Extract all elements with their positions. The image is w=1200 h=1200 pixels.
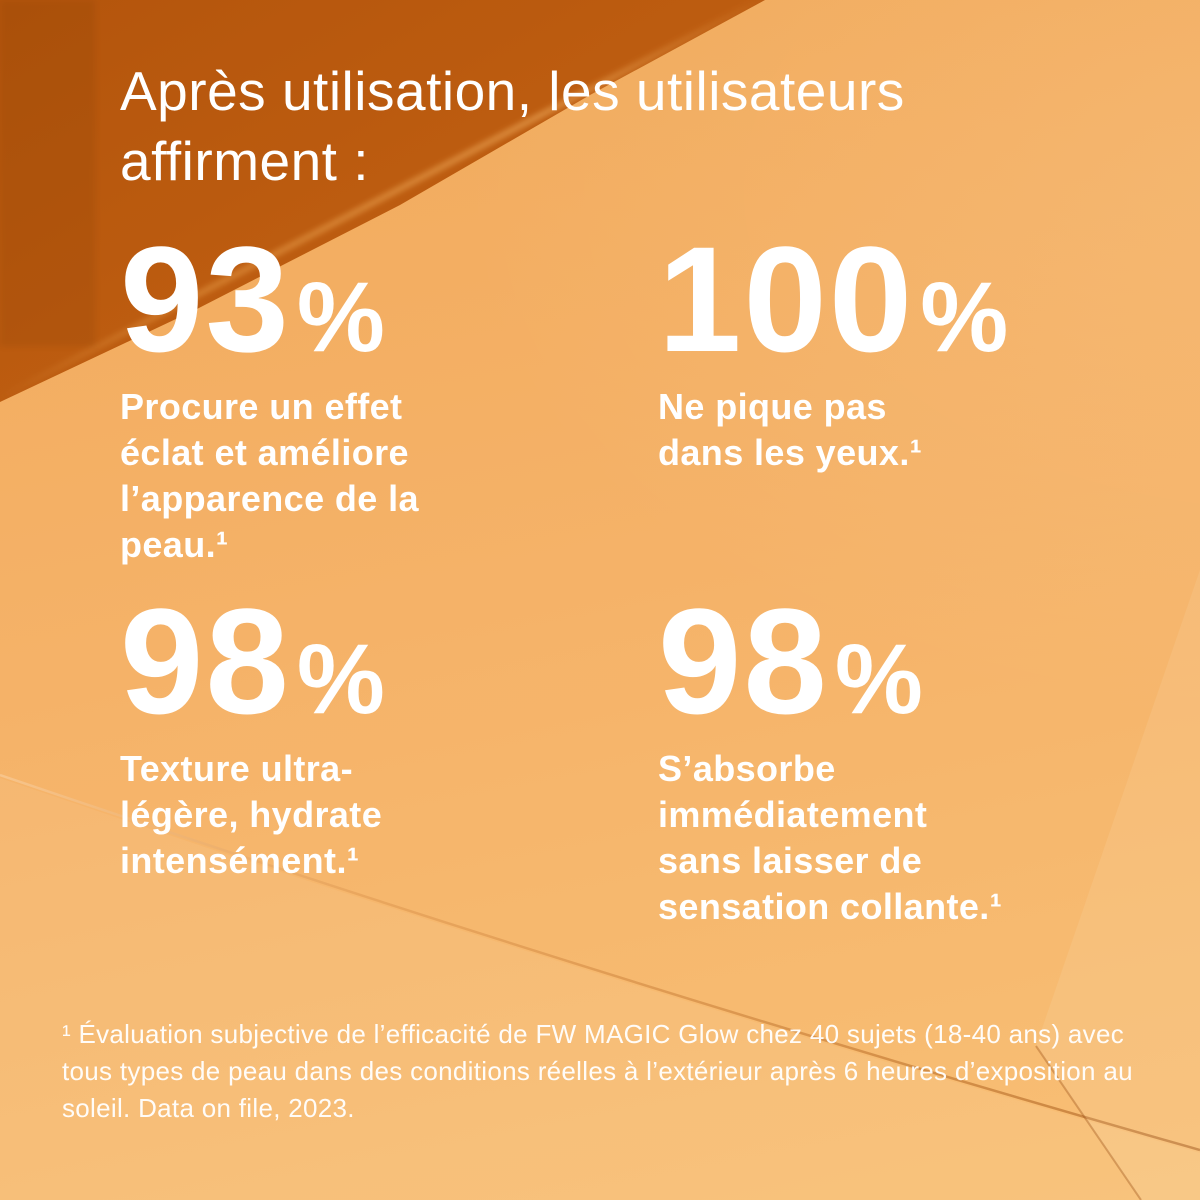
stat-value: 98 %	[120, 586, 660, 736]
stat-number: 93	[120, 215, 291, 383]
stat-block-glow-effect: 93 % Procure un effet éclat et améliore …	[120, 224, 660, 568]
stat-description: Ne pique pas dans les yeux.¹	[658, 386, 923, 473]
stat-block-texture: 98 % Texture ultra- légère, hydrate inte…	[120, 586, 660, 884]
stat-description: S’absorbe immédiatement sans laisser de …	[658, 748, 1003, 927]
stat-description: Procure un effet éclat et améliore l’app…	[120, 386, 419, 565]
footnote: ¹ Évaluation subjective de l’efficacité …	[62, 1019, 1133, 1123]
percent-sign: %	[834, 623, 923, 734]
stat-number: 100	[658, 215, 915, 383]
crease-line-main	[0, 773, 1200, 1152]
stat-block-eye-sting: 100 % Ne pique pas dans les yeux.¹	[658, 224, 1198, 476]
stat-value: 100 %	[658, 224, 1198, 374]
stat-value: 93 %	[120, 224, 660, 374]
stat-number: 98	[658, 577, 829, 745]
stat-number: 98	[120, 577, 291, 745]
stat-description: Texture ultra- légère, hydrate intenséme…	[120, 748, 383, 881]
page-title: Après utilisation, les utilisateurs affi…	[120, 60, 905, 192]
stat-value: 98 %	[658, 586, 1198, 736]
stat-block-absorption: 98 % S’absorbe immédiatement sans laisse…	[658, 586, 1198, 930]
percent-sign: %	[296, 623, 385, 734]
left-fold-shade	[0, 0, 95, 346]
crease-shade-lower	[0, 778, 1200, 1200]
percent-sign: %	[920, 261, 1009, 372]
crease-line-right	[1035, 1045, 1142, 1200]
percent-sign: %	[296, 261, 385, 372]
crease-shade-right	[1036, 570, 1200, 1200]
